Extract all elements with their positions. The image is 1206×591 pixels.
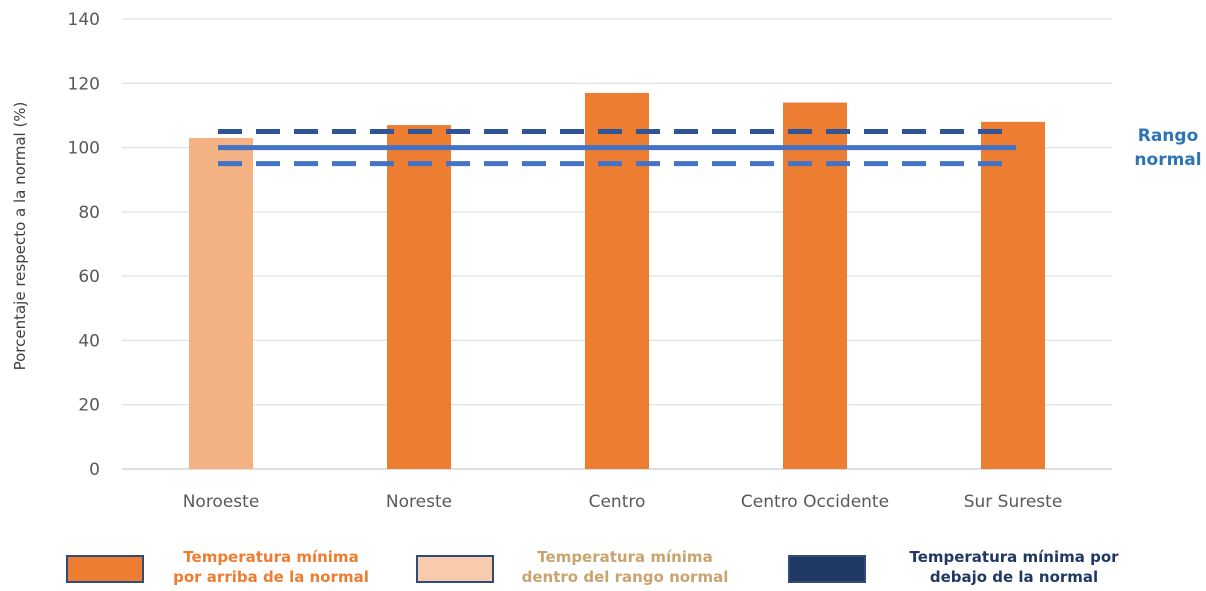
x-tick-label: Centro [589, 492, 646, 512]
legend-item-within-normal: Temperatura mínima dentro del rango norm… [416, 547, 756, 591]
legend-item-below-normal: Temperatura mínima por debajo de la norm… [788, 547, 1158, 591]
y-tick-label: 80 [78, 203, 100, 223]
y-tick-labels: 0 20 40 60 80 100 120 140 [68, 10, 100, 480]
bar [783, 102, 847, 470]
x-tick-label: Centro Occidente [741, 492, 889, 512]
normal-range-lines [218, 129, 1016, 167]
y-tick-label: 0 [89, 460, 100, 480]
y-tick-label: 20 [78, 396, 100, 416]
bars [189, 92, 1045, 470]
y-axis-title: Porcentaje respecto a la normal (%) [11, 101, 29, 371]
x-tick-label: Sur Sureste [964, 492, 1063, 512]
bar [585, 92, 649, 469]
y-tick-label: 140 [68, 10, 100, 30]
legend-item-above-normal: Temperatura mínima por arriba de la norm… [66, 547, 396, 591]
legend-swatch-below-normal [788, 555, 866, 583]
bar [387, 125, 451, 470]
y-tick-label: 120 [68, 74, 100, 94]
legend-label-within-normal: Temperatura mínima dentro del rango norm… [521, 548, 729, 586]
bar [981, 121, 1045, 469]
x-tick-labels: Noroeste Noreste Centro Centro Occidente Sur… [183, 492, 1063, 512]
legend-label-below-normal: Temperatura mínima por debajo de la norm… [909, 548, 1119, 586]
x-tick-label: Noroeste [183, 492, 260, 512]
bar [189, 137, 253, 469]
y-tick-label: 100 [68, 139, 100, 159]
bar-chart: 0 20 40 60 80 100 120 140 Noroeste Noreste Centro… [68, 10, 1112, 512]
y-tick-label: 40 [78, 331, 100, 351]
legend-swatch-above-normal [66, 555, 144, 583]
y-tick-label: 60 [78, 267, 100, 287]
legend-swatch-within-normal [416, 555, 494, 583]
x-tick-label: Noreste [386, 492, 452, 512]
normal-range-annotation: Rango normal [1134, 126, 1202, 170]
legend-label-above-normal: Temperatura mínima por arriba de la norm… [173, 548, 369, 586]
